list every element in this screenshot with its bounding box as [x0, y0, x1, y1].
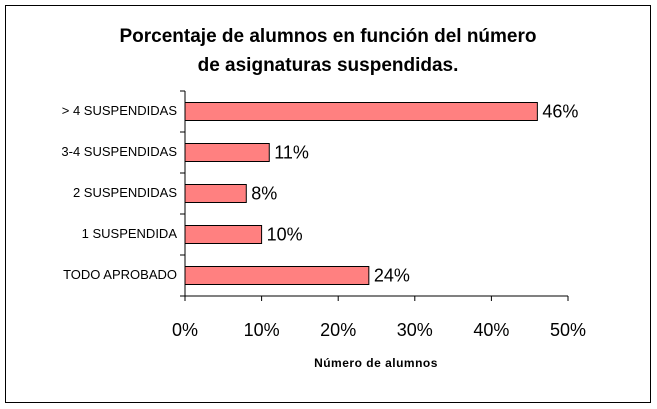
- data-label: 8%: [251, 183, 277, 203]
- x-tick-label: 0%: [172, 320, 198, 340]
- bar: [184, 102, 538, 121]
- chart-frame: [5, 5, 651, 403]
- x-tick-label: 40%: [473, 320, 509, 340]
- chart-title: de asignaturas suspendidas.: [198, 55, 459, 76]
- y-tick-label: 1 SUSPENDIDA: [82, 226, 178, 241]
- data-label: 46%: [542, 101, 578, 121]
- data-label: 11%: [274, 142, 309, 162]
- y-tick-label: > 4 SUSPENDIDAS: [62, 103, 178, 118]
- x-tick-label: 20%: [320, 320, 356, 340]
- bar: [184, 184, 247, 203]
- x-axis-title: Número de alumnos: [314, 356, 438, 370]
- data-label: 10%: [267, 224, 303, 244]
- bar: [184, 143, 270, 162]
- chart-title: Porcentaje de alumnos en función del núm…: [119, 26, 536, 47]
- bar: [184, 266, 370, 285]
- y-tick-label: 3-4 SUSPENDIDAS: [61, 144, 177, 159]
- y-tick-label: 2 SUSPENDIDAS: [73, 185, 177, 200]
- bar: [184, 225, 263, 244]
- x-tick-label: 50%: [550, 320, 586, 340]
- data-label: 24%: [374, 265, 410, 285]
- y-tick-label: TODO APROBADO: [63, 267, 177, 282]
- x-tick-label: 10%: [244, 320, 280, 340]
- x-tick-label: 30%: [397, 320, 433, 340]
